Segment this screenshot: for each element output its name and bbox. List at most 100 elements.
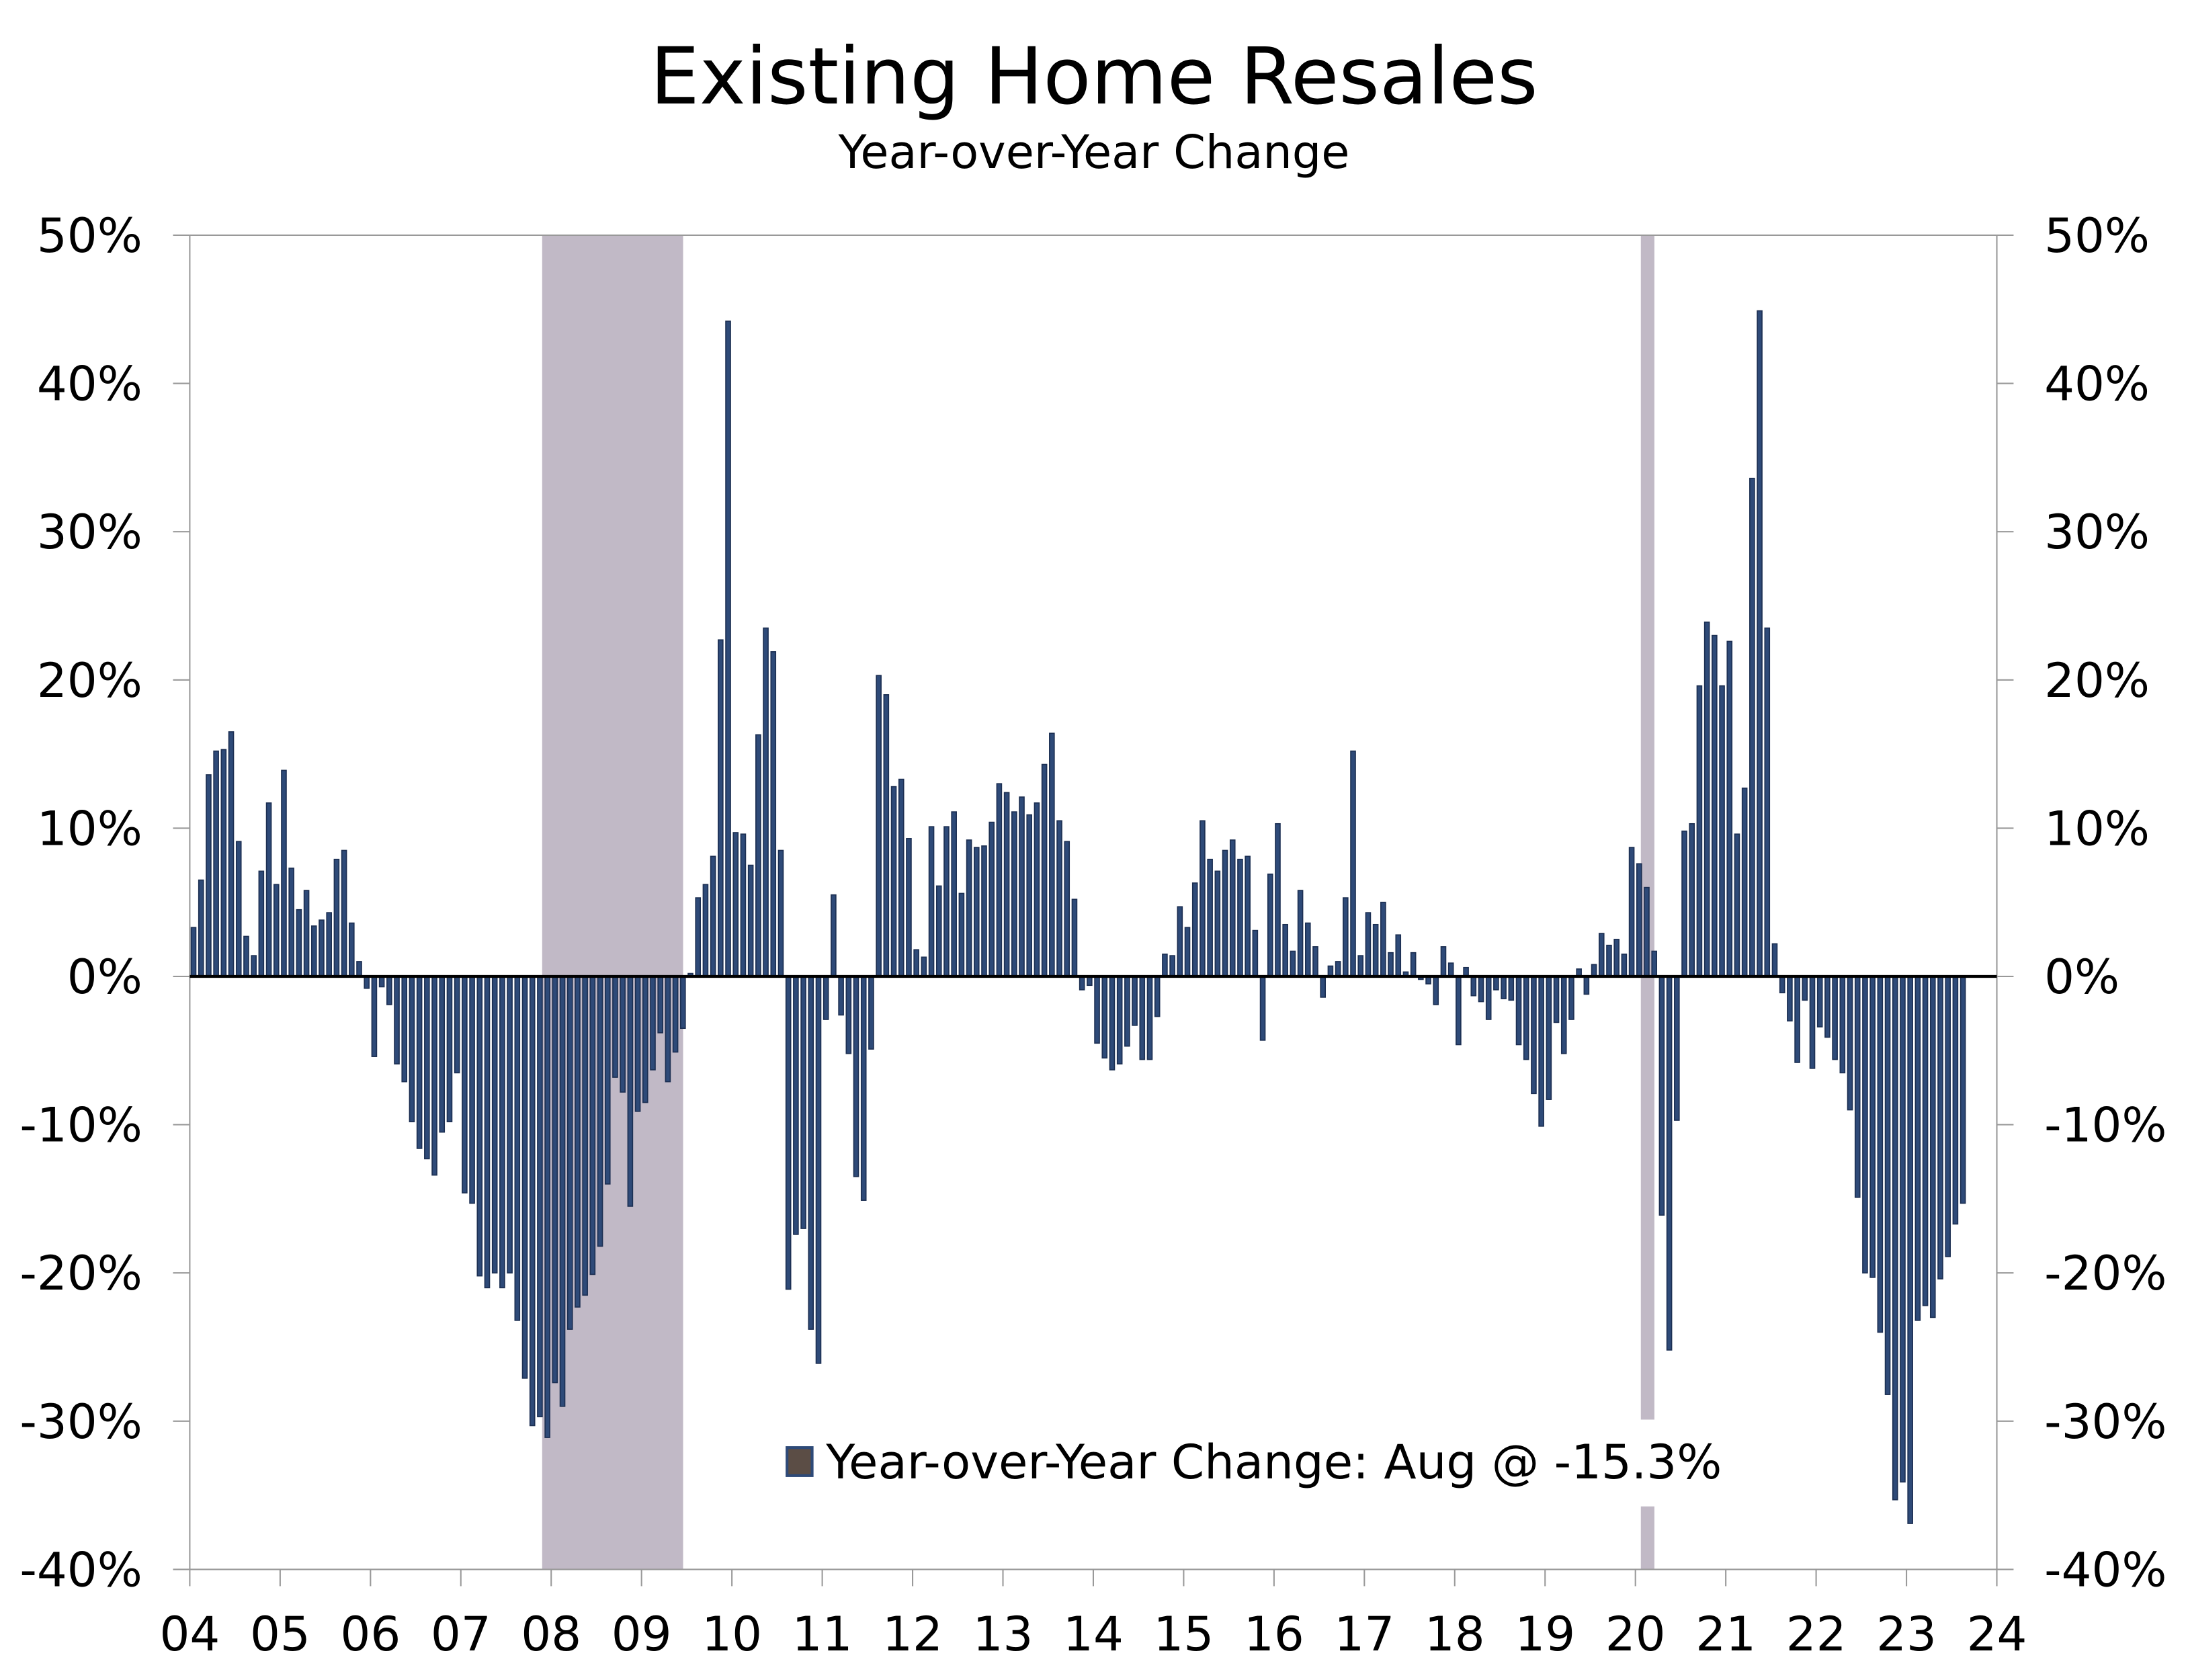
bar: [906, 838, 912, 977]
bar: [484, 976, 491, 1289]
bar: [1839, 976, 1846, 1074]
y2-tick-label: -40%: [2044, 1542, 2166, 1597]
bar: [838, 976, 844, 1016]
bar: [243, 935, 249, 977]
x-tick-label: 10: [702, 1606, 762, 1662]
bar: [627, 976, 634, 1207]
bar: [1485, 976, 1492, 1020]
bar: [394, 976, 400, 1064]
bar: [1900, 976, 1906, 1483]
bar: [303, 890, 310, 977]
y-tick-label: -40%: [19, 1542, 142, 1597]
bar: [499, 976, 505, 1289]
bar: [996, 783, 1003, 977]
bar: [1508, 976, 1515, 1001]
bar: [1470, 976, 1477, 997]
bar: [702, 884, 709, 977]
x-tick-label: 12: [882, 1606, 943, 1662]
bar: [695, 897, 702, 977]
bar: [1357, 955, 1364, 977]
bar: [1613, 939, 1619, 977]
bar: [1816, 976, 1823, 1027]
bar: [1191, 882, 1198, 977]
bar: [951, 811, 957, 977]
bar: [371, 976, 378, 1057]
bar: [1794, 976, 1800, 1063]
bar: [921, 956, 927, 977]
bar: [1162, 954, 1168, 977]
bar: [1598, 933, 1605, 977]
x-tick-label: 05: [250, 1606, 310, 1662]
legend-background: [775, 1419, 1826, 1507]
bar: [1749, 477, 1755, 977]
bar: [1094, 976, 1100, 1044]
bar: [1914, 976, 1921, 1321]
bar: [439, 976, 446, 1133]
bar: [1764, 627, 1771, 977]
bar: [1945, 976, 1951, 1257]
bar: [1553, 976, 1560, 1023]
bar: [228, 731, 235, 977]
bar: [521, 976, 528, 1379]
bar: [1071, 898, 1078, 977]
bar: [1862, 976, 1868, 1274]
bar: [1621, 954, 1628, 977]
x-tick-label: 17: [1334, 1606, 1394, 1662]
bar: [213, 750, 219, 977]
y2-tick-label: 10%: [2044, 800, 2150, 856]
bar: [1350, 750, 1356, 977]
y-tick-label: 30%: [37, 504, 142, 560]
bar: [1184, 927, 1191, 977]
bar: [1297, 890, 1304, 977]
bar: [1101, 976, 1108, 1059]
x-tick-label: 06: [340, 1606, 401, 1662]
bar: [604, 976, 611, 1185]
bar: [507, 976, 513, 1274]
x-tick-label: 23: [1876, 1606, 1937, 1662]
legend-swatch: [786, 1446, 814, 1477]
bar: [981, 845, 987, 977]
bar: [1011, 811, 1017, 977]
bar: [1681, 830, 1687, 977]
bar: [1222, 849, 1228, 977]
bar: [755, 734, 761, 977]
y-tick-label: -30%: [19, 1394, 142, 1450]
bar: [544, 976, 550, 1438]
bar: [1003, 792, 1010, 977]
bar: [718, 639, 724, 977]
bar: [831, 894, 837, 977]
bar: [808, 976, 814, 1330]
bar: [378, 976, 385, 988]
x-tick-label: 11: [792, 1606, 853, 1662]
bar: [800, 976, 806, 1229]
bar: [958, 892, 965, 977]
bar: [462, 976, 468, 1193]
bar: [853, 976, 859, 1177]
bar: [333, 858, 340, 977]
bar: [1245, 855, 1251, 977]
recession-band: [542, 235, 683, 1570]
bar: [1109, 976, 1116, 1070]
bar: [1666, 976, 1673, 1351]
bar: [349, 922, 355, 977]
bar: [552, 976, 558, 1384]
bar: [529, 976, 536, 1427]
x-tick-label: 20: [1605, 1606, 1666, 1662]
bar: [943, 826, 950, 977]
bar: [1056, 820, 1062, 977]
bar: [582, 976, 588, 1296]
bar: [1169, 955, 1175, 977]
bar: [650, 976, 656, 1070]
bar: [1922, 976, 1929, 1306]
bar: [386, 976, 392, 1005]
legend-label: Year-over-Year Change: Aug @ -15.3%: [825, 1434, 1722, 1490]
bar: [680, 976, 686, 1030]
bar: [1207, 858, 1213, 977]
bar: [672, 976, 679, 1053]
bar: [845, 976, 852, 1054]
bar: [235, 841, 242, 977]
bar: [424, 976, 430, 1160]
bar: [1658, 976, 1665, 1216]
bar: [1884, 976, 1891, 1395]
y-tick-label: -10%: [19, 1097, 142, 1153]
